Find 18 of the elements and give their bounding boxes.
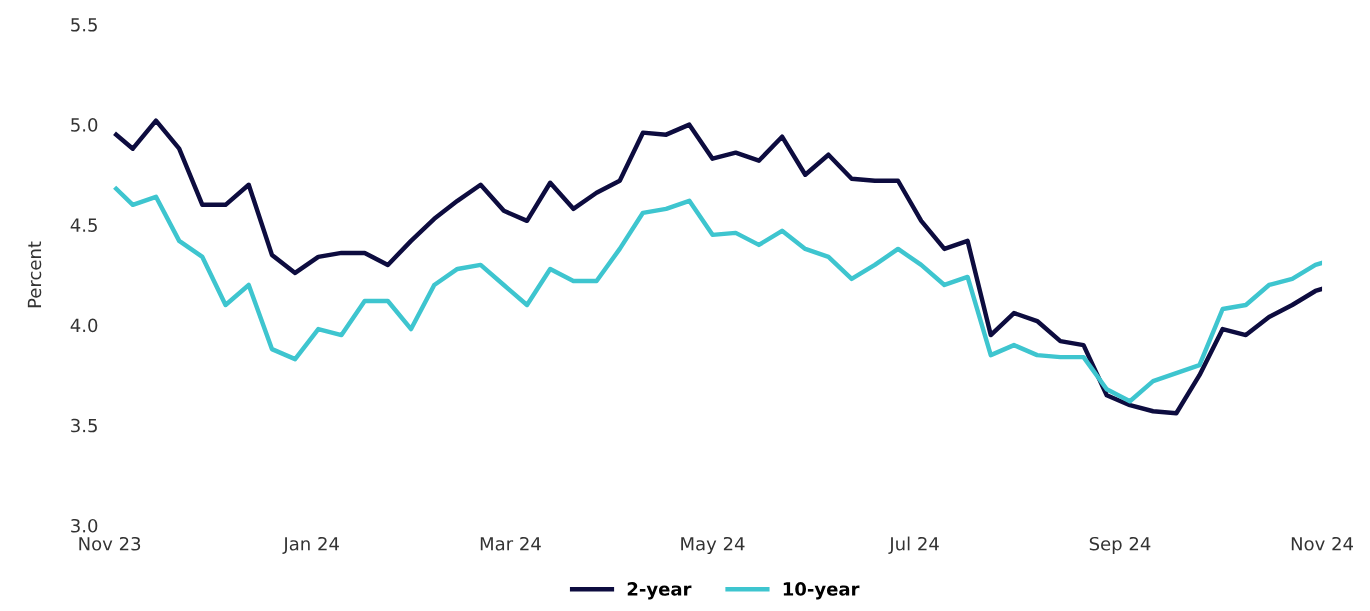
x-tick-label: Mar 24 xyxy=(480,536,541,551)
x-tick-label: May 24 xyxy=(681,536,745,555)
y-tick-label: 3.0 xyxy=(71,518,98,533)
x-tick-label: Jan 24 xyxy=(282,536,339,554)
line-series xyxy=(114,118,1323,416)
x-tick-label: Sep 24 xyxy=(1089,536,1151,555)
x-tick-label: Nov 23 xyxy=(79,536,141,551)
y-tick-label: 4.5 xyxy=(70,218,97,232)
y-tick-label: 4.0 xyxy=(70,318,98,333)
y-tick-label: 3.5 xyxy=(71,418,97,433)
legend-label: 2-year xyxy=(627,582,692,600)
line-series xyxy=(114,186,1323,404)
x-tick-label: Nov 24 xyxy=(1291,536,1354,551)
y-tick-label: 5.5 xyxy=(71,18,97,32)
x-tick-label: Jul 24 xyxy=(888,536,939,554)
legend-label: 10-year xyxy=(783,582,860,600)
y-tick-label: 5.0 xyxy=(71,118,98,132)
y-axis-title: Percent xyxy=(27,241,42,308)
